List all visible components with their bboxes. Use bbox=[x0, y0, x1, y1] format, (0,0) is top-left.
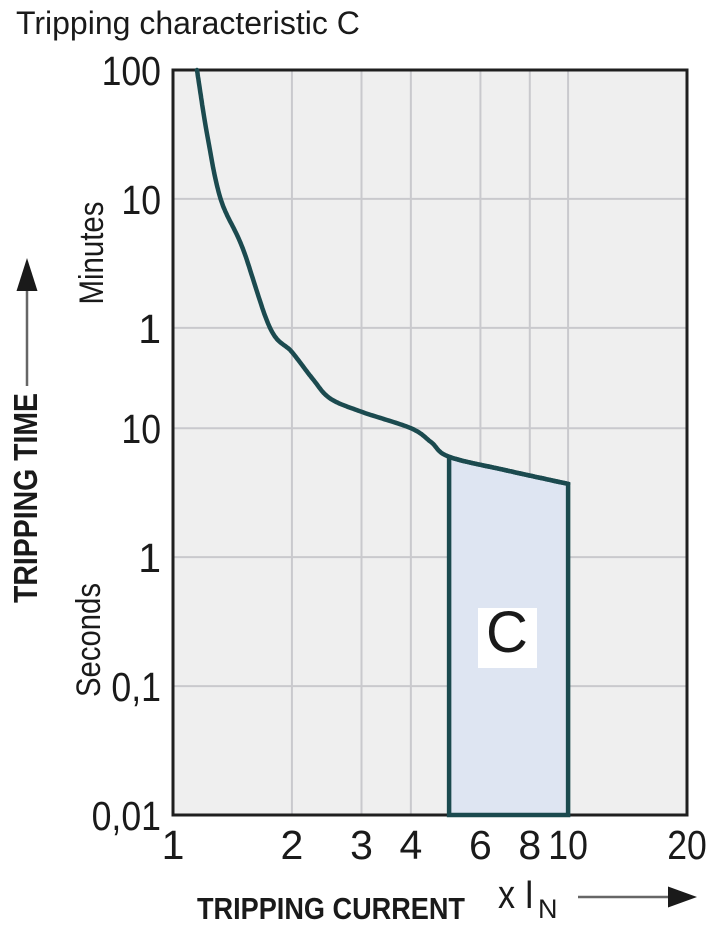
y-axis-title: TRIPPING TIME bbox=[7, 393, 44, 603]
x-tick-label: 6 bbox=[469, 822, 492, 868]
tripping-curve bbox=[194, 67, 571, 487]
y-tick-label: 100 bbox=[102, 48, 161, 94]
x-axis-unit-subscript: N bbox=[538, 894, 558, 924]
x-axis-title: TRIPPING CURRENT bbox=[197, 891, 465, 926]
y-tick-label: 0,1 bbox=[111, 664, 161, 710]
y-tick-label: 10 bbox=[121, 177, 161, 223]
y-tick-label: 1 bbox=[138, 535, 161, 581]
y-tick-label: 10 bbox=[121, 406, 161, 452]
x-tick-label: 20 bbox=[667, 822, 707, 868]
y-tick-label: 1 bbox=[138, 306, 161, 352]
y-axis-unit-minutes: Minutes bbox=[73, 202, 111, 305]
x-axis-unit: x I bbox=[498, 873, 534, 917]
x-tick-label: 8 bbox=[518, 822, 541, 868]
chart-title: Tripping characteristic C bbox=[16, 5, 360, 41]
region-label-box bbox=[478, 608, 537, 668]
x-tick-label: 2 bbox=[280, 822, 303, 868]
plot-border bbox=[171, 68, 689, 817]
x-tick-label: 1 bbox=[162, 822, 185, 868]
plot-layer bbox=[171, 67, 689, 818]
x-tick-label: 3 bbox=[350, 822, 373, 868]
y-tick-label: 0,01 bbox=[92, 793, 161, 839]
x-axis-arrow-icon bbox=[668, 886, 697, 908]
y-axis-unit-seconds: Seconds bbox=[70, 583, 108, 697]
region-label: C bbox=[486, 600, 528, 665]
x-tick-label: 4 bbox=[399, 822, 422, 868]
y-axis-arrow-icon bbox=[16, 258, 38, 291]
x-tick-label: 10 bbox=[548, 822, 588, 868]
